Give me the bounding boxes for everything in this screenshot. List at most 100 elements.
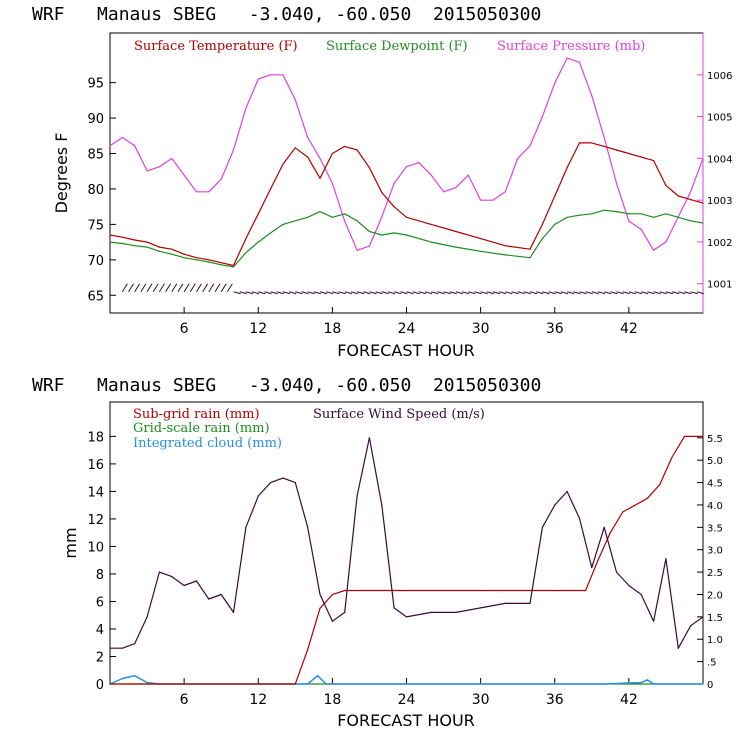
surface-wind-speed-line-point (134, 643, 136, 645)
surface-temperature-line-point (220, 262, 222, 264)
surface-wind-speed-line-point (393, 607, 395, 609)
surface-dewpoint-line-point (220, 264, 222, 266)
wind-barb (548, 291, 556, 295)
integrated-cloud-line-point (653, 683, 655, 685)
surface-pressure-line-point (690, 191, 692, 193)
surface-dewpoint-line-point (282, 223, 284, 225)
surface-pressure-line-point (282, 74, 284, 76)
surface-temperature-line-point (319, 177, 321, 179)
surface-temperature-line-point (405, 216, 408, 218)
sub-grid-rain-line-point (307, 649, 309, 651)
surface-pressure-line-point (504, 191, 506, 193)
wind-barb (307, 291, 315, 295)
surface-pressure-line-point (418, 162, 420, 164)
surface-dewpoint-line-point (307, 216, 309, 218)
surface-temperature-line-point (430, 223, 432, 225)
surface-dewpoint-line-point (677, 216, 679, 218)
y-tick-label: 0 (96, 678, 104, 693)
wind-barb (628, 291, 637, 295)
wind-barb (517, 291, 525, 295)
wind-barb (418, 291, 426, 295)
surface-pressure-line-point (665, 241, 667, 243)
wind-barb (665, 291, 674, 295)
y2-tick-label: 4.0 (707, 501, 723, 512)
surface-dewpoint-line-point (578, 214, 581, 216)
wind-barb (264, 291, 272, 295)
wind-barb (183, 283, 190, 292)
top-y-axis-label: Degrees F (52, 133, 71, 214)
wind-barb (591, 291, 599, 295)
surface-temperature-line (109, 142, 704, 267)
sub-grid-rain-line-point (609, 532, 611, 534)
x-tick-label: 18 (323, 692, 341, 708)
surface-temperature-line-point (294, 147, 296, 149)
y2-tick-label: 5.5 (707, 434, 723, 445)
surface-pressure-line (109, 57, 704, 251)
surface-wind-speed-line-point (319, 593, 321, 596)
surface-pressure-line-point (640, 228, 642, 230)
wind-barb (529, 291, 538, 295)
surface-dewpoint-line-point (541, 238, 544, 240)
top-wind-barbs (121, 283, 704, 295)
wind-barb (245, 291, 254, 295)
surface-temperature-line-point (702, 202, 704, 204)
y-tick-label: 75 (87, 218, 104, 233)
wind-barb (282, 291, 291, 295)
surface-temperature-line-point (134, 239, 136, 241)
wind-barb (659, 291, 667, 295)
y-tick-label: 6 (96, 595, 104, 610)
wind-barb (121, 283, 128, 292)
top-legend-dewpoint: Surface Dewpoint (F) (326, 39, 468, 54)
bottom-chart: WRF Manaus SBEG -3.040, -60.050 20150503… (32, 375, 723, 730)
surface-wind-speed-line-point (331, 620, 333, 622)
sub-grid-rain-line-point (622, 511, 624, 513)
surface-temperature-line-point (455, 230, 457, 233)
top-legend-temperature: Surface Temperature (F) (134, 39, 298, 54)
sub-grid-rain-line-point (683, 435, 686, 437)
y-tick-label: 4 (96, 623, 104, 638)
y2-tick-label: 3.5 (707, 523, 723, 534)
integrated-cloud-line-point (325, 683, 327, 685)
surface-dewpoint-line-point (603, 209, 605, 211)
surface-wind-speed-line-point (270, 482, 272, 484)
surface-dewpoint-line-point (208, 261, 210, 263)
wind-barb (610, 291, 618, 295)
surface-temperature-line-point (615, 149, 618, 151)
surface-dewpoint-line-point (393, 232, 395, 234)
wind-barb (400, 291, 408, 295)
surface-dewpoint-line-point (245, 252, 247, 254)
wind-barb (690, 291, 698, 295)
y-tick-label: 14 (87, 485, 104, 500)
surface-wind-speed-line-point (183, 584, 185, 587)
surface-pressure-line-point (578, 61, 581, 63)
surface-dewpoint-line-point (653, 216, 655, 218)
surface-pressure-line-point (517, 157, 519, 159)
surface-temperature-line-point (541, 223, 544, 225)
wind-barb (505, 291, 513, 295)
surface-wind-speed-line-point (504, 602, 506, 605)
bottom-y2-ticks: 0 .5 1.0 1.5 2.0 2.5 3.0 3.5 4.0 4.5 5.0 5.5 (697, 434, 723, 691)
sub-grid-rain-line-point (331, 594, 333, 596)
y2-tick-label: .5 (707, 658, 717, 669)
wind-barb (226, 283, 233, 292)
wind-barb (406, 291, 414, 295)
y-tick-label: 65 (87, 289, 104, 304)
wind-barb (258, 291, 266, 295)
surface-pressure-line-point (566, 57, 568, 59)
wind-barb (641, 291, 649, 295)
surface-temperature-line-point (591, 142, 593, 144)
surface-temperature-line-point (109, 234, 111, 236)
wind-barb (480, 291, 488, 295)
surface-temperature-line-point (195, 257, 198, 259)
wind-barb (560, 291, 569, 295)
y-tick-label: 90 (87, 112, 104, 127)
surface-dewpoint-line-point (628, 213, 630, 215)
surface-wind-speed-line-point (702, 616, 704, 618)
wind-barb (566, 291, 575, 295)
surface-wind-speed-line-point (245, 526, 247, 528)
surface-temperature-line-point (554, 195, 556, 197)
surface-pressure-line-point (208, 191, 210, 193)
surface-wind-speed-line-point (195, 580, 198, 582)
x-tick-label: 6 (180, 321, 189, 337)
